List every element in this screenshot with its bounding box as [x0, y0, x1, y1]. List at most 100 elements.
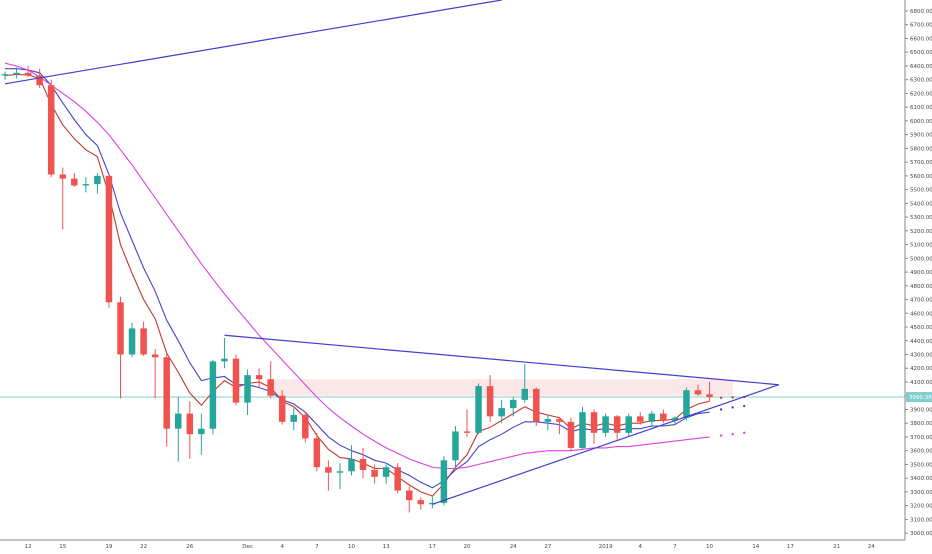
- y-axis-panel: [905, 0, 932, 550]
- candle-down: [533, 387, 540, 426]
- y-tick-label: 4800.00: [910, 284, 932, 290]
- y-tick-label: 6100.00: [910, 105, 932, 111]
- projection-dot: [731, 406, 734, 409]
- candle-body: [59, 174, 66, 179]
- x-tick-label: 20: [464, 544, 471, 550]
- candle-body: [267, 379, 274, 396]
- y-tick-label: 6700.00: [910, 23, 932, 29]
- projection-dot: [743, 404, 746, 408]
- y-tick-label: 6000.00: [910, 119, 932, 125]
- candle-body: [648, 413, 656, 422]
- candle-body: [1, 74, 9, 76]
- candle-down: [567, 417, 575, 451]
- candle-body: [463, 431, 471, 433]
- candle-body: [163, 357, 170, 429]
- candle-body: [429, 502, 436, 505]
- y-tick-label: 3700.00: [910, 435, 932, 441]
- x-tick-label: 21: [833, 544, 840, 550]
- candle-body: [290, 414, 297, 422]
- candle-down: [105, 173, 113, 308]
- candle-down: [24, 65, 32, 77]
- last-price-label: 3990.38: [909, 395, 932, 401]
- candle-up: [94, 173, 101, 194]
- x-tick-label: 13: [383, 544, 390, 550]
- candle-up: [429, 496, 436, 509]
- y-tick-label: 4600.00: [910, 311, 932, 317]
- candle-body: [175, 413, 182, 429]
- candle-body: [82, 184, 90, 186]
- candle-up: [128, 322, 136, 358]
- ma-long-line: [4, 62, 710, 470]
- candle-down: [232, 354, 240, 406]
- candle-body: [694, 390, 702, 395]
- x-tick-label: 15: [59, 544, 66, 550]
- x-tick-label: 17: [787, 544, 794, 550]
- candle-up: [509, 397, 517, 417]
- y-tick-label: 4100.00: [910, 380, 932, 386]
- moving-averages-layer: [4, 62, 746, 497]
- candle-body: [440, 460, 448, 503]
- candles-layer: [1, 65, 713, 513]
- trendlines-layer: [4, 0, 780, 505]
- x-tick-label: Dec: [242, 544, 253, 550]
- last-price-badge: [906, 392, 932, 403]
- y-tick-label: 4300.00: [910, 353, 932, 359]
- candle-down: [486, 375, 494, 422]
- candle-body: [417, 500, 425, 505]
- candle-down: [47, 79, 55, 178]
- candle-up: [382, 464, 390, 484]
- candle-down: [371, 464, 378, 484]
- candle-body: [394, 467, 401, 491]
- trendline-2: [224, 334, 779, 386]
- candle-down: [613, 414, 621, 440]
- y-tick-label: 5900.00: [910, 133, 932, 139]
- candle-body: [359, 458, 367, 470]
- y-tick-label: 5300.00: [910, 215, 932, 221]
- candle-body: [325, 467, 332, 473]
- candle-up: [175, 397, 182, 462]
- y-tick-label: 5200.00: [910, 229, 932, 235]
- candle-body: [544, 419, 552, 422]
- x-tick-label: 19: [105, 544, 112, 550]
- y-tick-label: 6300.00: [910, 78, 932, 84]
- y-tick-label: 5400.00: [910, 201, 932, 207]
- candle-down: [463, 409, 471, 437]
- y-tick-label: 4900.00: [910, 270, 932, 276]
- candle-body: [313, 438, 321, 468]
- candle-down: [706, 381, 713, 402]
- x-tick-label: 10: [706, 544, 713, 550]
- projection-dot: [719, 396, 723, 399]
- y-tick-label: 6400.00: [910, 64, 932, 70]
- candle-down: [59, 167, 66, 230]
- candle-body: [683, 390, 690, 418]
- y-tick-label: 3400.00: [910, 476, 932, 482]
- candle-up: [579, 406, 586, 450]
- candle-up: [244, 369, 251, 415]
- candle-body: [498, 408, 505, 417]
- candle-body: [117, 302, 124, 355]
- candle-body: [24, 72, 32, 76]
- candle-body: [36, 75, 43, 86]
- candle-body: [94, 175, 101, 185]
- x-tick-label: 2019: [599, 544, 613, 550]
- candle-up: [602, 413, 609, 437]
- candle-up: [290, 408, 297, 431]
- candle-body: [602, 416, 609, 433]
- y-tick-label: 3900.00: [910, 407, 932, 413]
- y-tick-label: 6800.00: [910, 9, 932, 15]
- y-tick-label: 3000.00: [910, 531, 932, 537]
- candle-up: [544, 414, 552, 431]
- y-tick-label: 5600.00: [910, 174, 932, 180]
- y-tick-label: 3600.00: [910, 449, 932, 455]
- candle-down: [186, 401, 194, 459]
- y-tick-label: 4500.00: [910, 325, 932, 331]
- candle-body: [486, 386, 494, 417]
- candle-body: [452, 431, 459, 461]
- x-tick-label: 12: [25, 544, 32, 550]
- y-tick-label: 6500.00: [910, 50, 932, 56]
- y-tick-label: 3300.00: [910, 490, 932, 496]
- y-tick-label: 3100.00: [910, 517, 932, 523]
